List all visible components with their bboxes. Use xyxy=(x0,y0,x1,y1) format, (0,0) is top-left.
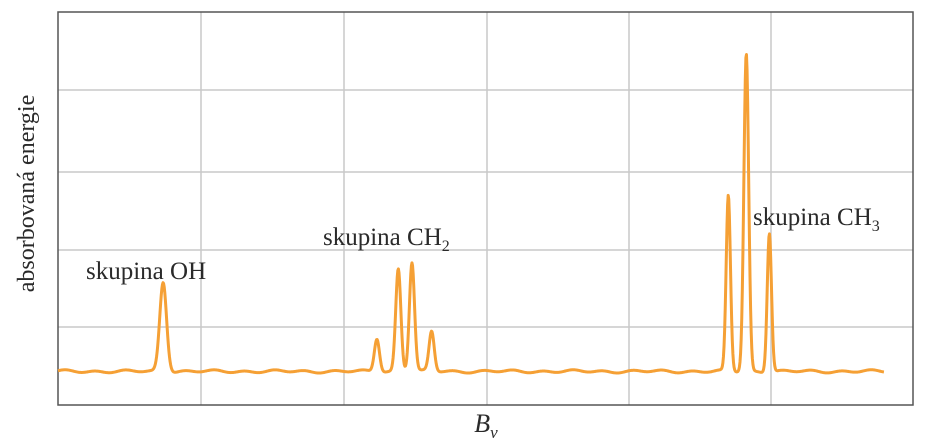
plot-frame xyxy=(57,11,914,406)
y-axis-label: absorbovaná energie xyxy=(14,95,40,292)
annotation-skupina-ch2: skupina CH2 xyxy=(323,224,450,255)
annotation-skupina-oh: skupina OH xyxy=(86,258,206,285)
spectrum-line xyxy=(57,53,885,375)
grid xyxy=(58,12,913,405)
x-axis-label-main: B xyxy=(474,409,490,438)
x-axis-label-sub: v xyxy=(490,423,498,439)
x-axis-label: Bv xyxy=(474,409,498,439)
annotation-skupina-ch3: skupina CH3 xyxy=(753,204,880,235)
